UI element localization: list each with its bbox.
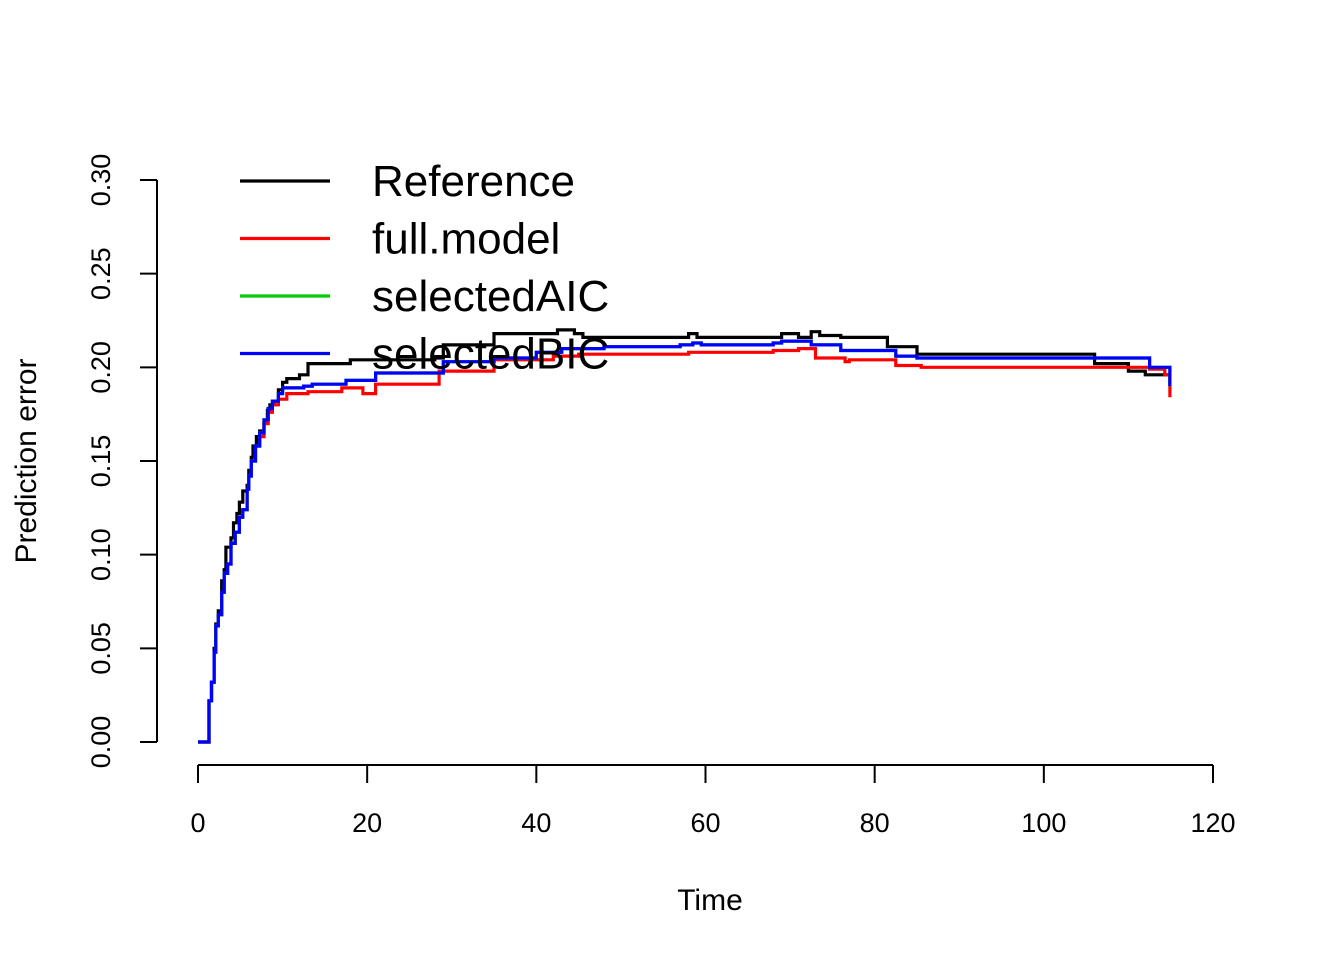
series-line-2: [198, 339, 1172, 744]
y-tick-label: 0.05: [86, 622, 116, 675]
y-tick-label: 0.15: [86, 435, 116, 488]
x-tick-label: 40: [521, 808, 551, 838]
x-tick-label: 60: [690, 808, 720, 838]
y-tick-label: 0.00: [86, 716, 116, 769]
legend-label-1: full.model: [372, 215, 560, 264]
legend-label-0: Reference: [372, 157, 575, 206]
series-line-1: [198, 347, 1172, 744]
y-tick-label: 0.20: [86, 341, 116, 394]
series-line-0: [198, 328, 1172, 744]
x-tick-label: 100: [1021, 808, 1066, 838]
series-layer: [198, 328, 1172, 744]
x-tick-label: 80: [860, 808, 890, 838]
y-tick-label: 0.10: [86, 528, 116, 581]
x-ticks: 0 20 40 60 80 100 120: [190, 765, 1236, 838]
x-tick-label: 120: [1190, 808, 1235, 838]
y-ticks: 0.00 0.05 0.10 0.15 0.20 0.25 0.30: [86, 154, 157, 769]
legend-label-3: selectedBIC: [372, 330, 609, 379]
x-tick-label: 0: [190, 808, 205, 838]
legend: Reference full.model selectedAIC selectedBI…: [240, 157, 609, 379]
legend-label-2: selectedAIC: [372, 272, 609, 321]
series-line-3: [198, 339, 1172, 744]
y-axis-label: Prediction error: [10, 358, 43, 563]
x-tick-label: 20: [352, 808, 382, 838]
y-tick-label: 0.25: [86, 247, 116, 300]
x-axis-label: Time: [677, 884, 743, 917]
y-tick-label: 0.30: [86, 154, 116, 207]
